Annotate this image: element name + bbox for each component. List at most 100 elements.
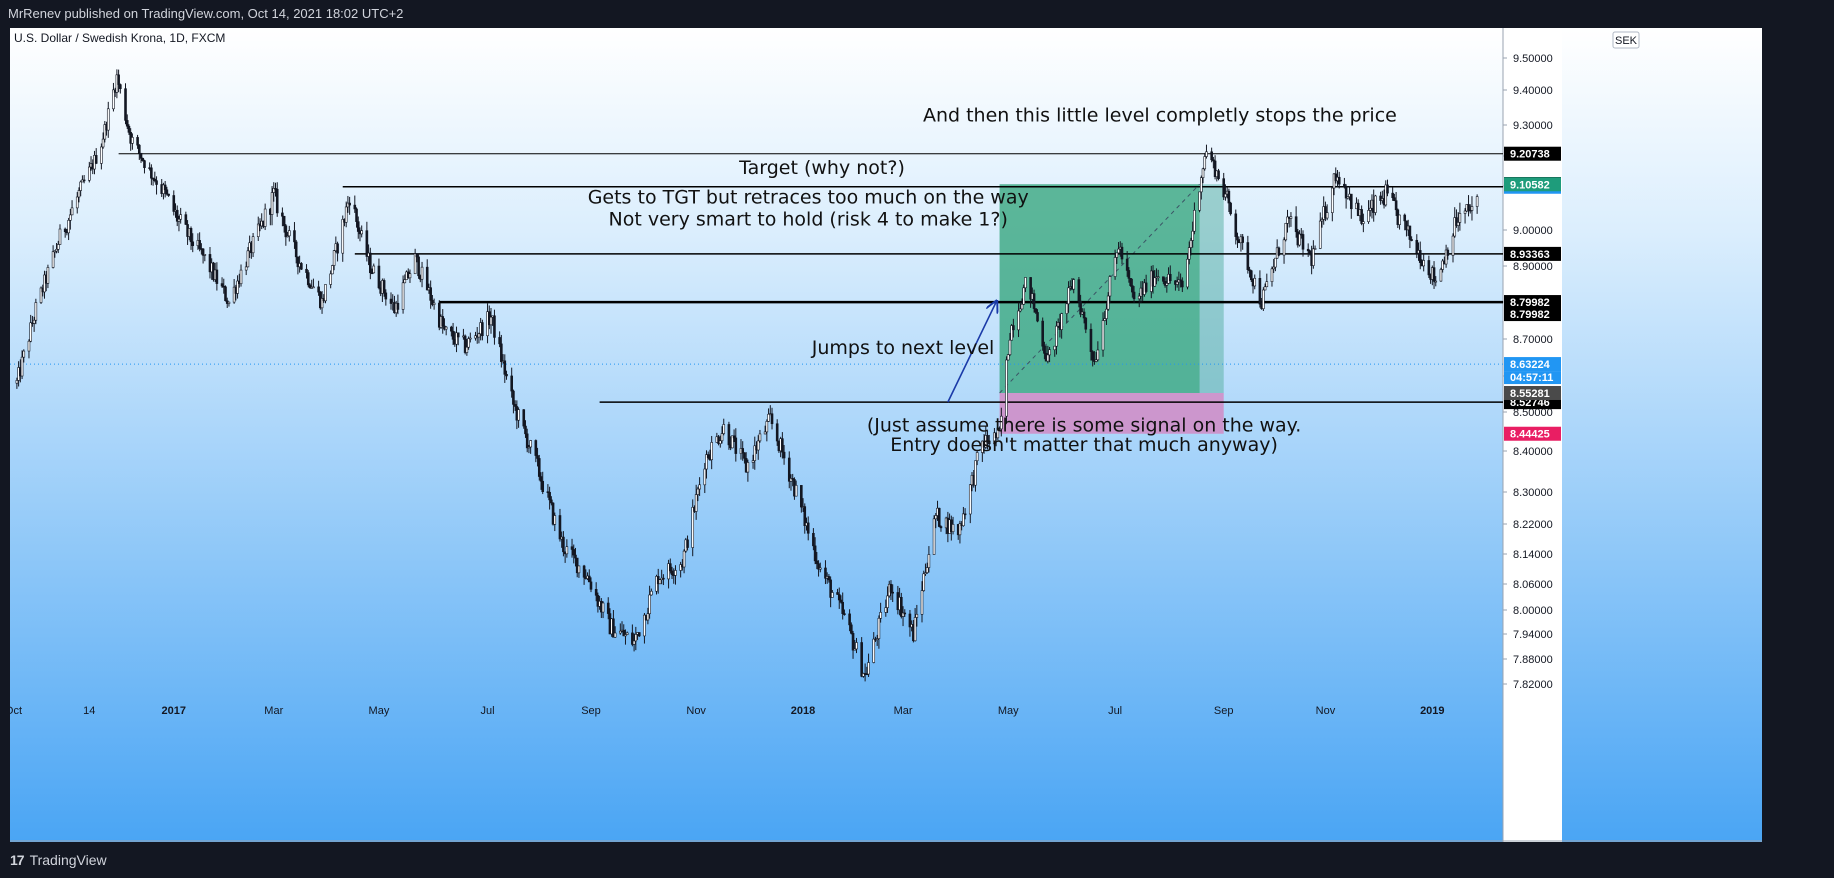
price-tick-label: 7.88000 (1513, 654, 1553, 666)
candle-down (365, 230, 369, 257)
footer-bar: 17 TradingView (0, 842, 1834, 878)
annotation-text[interactable]: Target (why not?) (738, 157, 905, 179)
annotation-text[interactable]: Gets to TGT but retraces too much on the… (588, 187, 1029, 209)
candle-up (694, 494, 698, 512)
candle-up (1106, 295, 1110, 310)
candle-down (451, 330, 455, 340)
candle-up (1289, 216, 1293, 219)
candle-up (1153, 277, 1157, 287)
candle-up (53, 250, 57, 253)
candle-up (1165, 283, 1169, 286)
chart-canvas[interactable]: And then this little level completly sto… (10, 28, 1762, 842)
time-tick-label: May (369, 705, 390, 717)
candle-up (553, 515, 557, 525)
horizontal-levels[interactable] (10, 153, 1503, 403)
candle-up (444, 326, 448, 330)
candle-up (924, 572, 927, 575)
candle-up (1203, 156, 1207, 170)
time-axis-panel[interactable] (10, 697, 1503, 722)
candle-down (282, 215, 286, 227)
candle-down (939, 526, 943, 529)
candle-down (813, 545, 817, 562)
candle-up (232, 286, 236, 303)
annotation-text[interactable]: Not very smart to hold (risk 4 to make 1… (609, 209, 1008, 231)
candle-down (1427, 260, 1431, 276)
candle-down (1034, 308, 1038, 313)
candle-down (215, 269, 219, 284)
candle-up (1201, 168, 1205, 178)
candle-down (1394, 200, 1398, 211)
price-tick-label: 8.50000 (1513, 407, 1553, 419)
candle-down (594, 589, 598, 596)
candle-down (1012, 325, 1015, 331)
candle-up (1318, 220, 1322, 249)
candle-up (103, 124, 107, 140)
candle-down (1415, 239, 1419, 254)
candle-up (1346, 196, 1350, 199)
candle-up (1453, 217, 1457, 237)
candle-up (1198, 191, 1201, 211)
candle-up (112, 89, 115, 110)
candle-up (1284, 223, 1288, 241)
candle-up (934, 515, 938, 520)
candle-up (920, 590, 924, 615)
candle-up (718, 440, 722, 444)
candle-up (131, 137, 134, 144)
candle-up (1022, 287, 1026, 305)
candle-down (562, 536, 565, 553)
candle-up (831, 592, 834, 598)
candle-up (855, 642, 858, 650)
candle-up (1434, 280, 1438, 283)
countdown-bg (1504, 371, 1561, 385)
level-price-tag-text: 8.52746 (1510, 397, 1550, 409)
annotation-text[interactable]: Jumps to next level (811, 337, 995, 359)
candle-down (429, 287, 432, 301)
candle-down (1308, 250, 1312, 254)
candle-up (1105, 308, 1108, 319)
price-chart[interactable]: And then this little level completly sto… (10, 28, 1762, 842)
candle-down (1360, 209, 1363, 224)
stop-loss-zone[interactable] (999, 392, 1224, 434)
annotation-text[interactable]: And then this little level completly sto… (923, 105, 1397, 127)
candle-down (138, 144, 141, 154)
currency-badge[interactable]: SEK (1612, 31, 1640, 49)
candle-up (951, 524, 955, 532)
price-tick-label: 9.00000 (1513, 225, 1553, 237)
candle-up (100, 146, 103, 164)
annotation-text[interactable]: (Just assume there is some signal on the… (867, 415, 1301, 437)
candle-down (536, 455, 539, 459)
candle-up (22, 350, 26, 358)
candle-down (551, 502, 555, 525)
candle-up (625, 632, 629, 635)
extra-price-tag: 8.55281 (1504, 385, 1561, 400)
candle-down (1043, 345, 1046, 354)
candle-up (256, 223, 260, 237)
tradingview-logo[interactable]: 17 TradingView (0, 852, 107, 868)
candle-up (34, 302, 38, 321)
candle-up (794, 485, 798, 497)
candle-up (32, 319, 36, 324)
candle-up (244, 266, 248, 271)
candle-up (312, 286, 315, 289)
candle-up (239, 269, 243, 285)
candle-up (527, 446, 531, 449)
candle-down (493, 315, 496, 338)
annotation-text[interactable]: Entry doesn't matter that much anyway) (890, 434, 1278, 456)
candle-down (141, 158, 145, 161)
price-tick-label: 8.30000 (1513, 487, 1553, 499)
jump-arrow[interactable] (947, 302, 996, 403)
candle-up (875, 638, 879, 640)
candle-down (572, 549, 576, 556)
candle-up (270, 192, 274, 215)
long-position-tool[interactable] (999, 183, 1224, 434)
candle-down (153, 178, 157, 181)
extra-price-tag-text: 9.10582 (1510, 179, 1550, 191)
candle-up (1253, 277, 1257, 287)
candle-up (634, 634, 638, 642)
candle-down (317, 286, 320, 293)
annotations[interactable]: And then this little level completly sto… (588, 105, 1397, 457)
candle-down (1032, 293, 1036, 309)
candle-up (75, 196, 79, 209)
candle-up (975, 452, 979, 462)
symbol-legend[interactable]: U.S. Dollar / Swedish Krona, 1D, FXCM (14, 31, 225, 45)
